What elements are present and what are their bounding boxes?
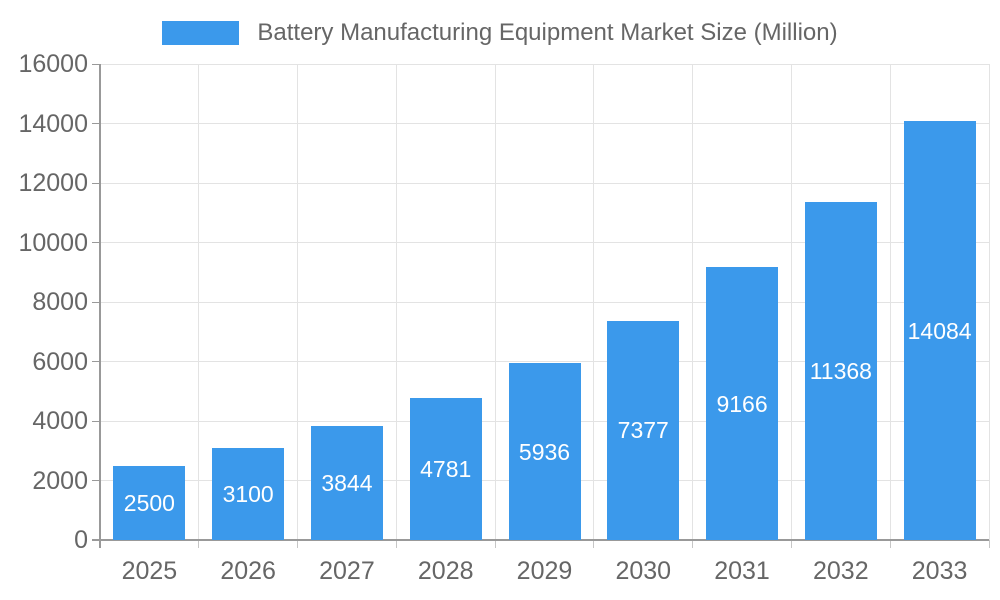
x-axis-tick bbox=[593, 540, 595, 548]
y-axis-tick-label: 12000 bbox=[18, 169, 88, 197]
y-axis-tick-label: 10000 bbox=[18, 228, 88, 257]
x-axis-tick-label: 2032 bbox=[813, 557, 869, 585]
x-axis-line bbox=[92, 539, 989, 541]
x-axis-tick-label: 2025 bbox=[121, 557, 178, 585]
y-gridline bbox=[100, 361, 989, 362]
x-axis-tick-label: 2031 bbox=[714, 557, 770, 585]
y-axis-tick-label: 2000 bbox=[32, 466, 88, 495]
bar-value-label: 14084 bbox=[907, 317, 972, 344]
bar-2026[interactable] bbox=[212, 447, 285, 540]
y-axis-tick-label: 16000 bbox=[18, 50, 88, 78]
y-axis-tick bbox=[92, 301, 100, 303]
x-axis-tick bbox=[297, 540, 299, 548]
x-axis-tick bbox=[692, 540, 694, 548]
bar-2033[interactable] bbox=[903, 121, 976, 540]
bar-value-label: 9166 bbox=[716, 390, 768, 417]
x-axis-tick bbox=[790, 540, 792, 548]
bar-2029[interactable] bbox=[508, 363, 581, 540]
bar-2028[interactable] bbox=[409, 397, 482, 540]
y-axis-tick-label: 14000 bbox=[18, 109, 88, 138]
y-gridline bbox=[100, 182, 989, 184]
legend-swatch bbox=[162, 21, 240, 45]
x-axis-tick bbox=[198, 540, 200, 548]
y-axis-tick-label: 0 bbox=[74, 526, 88, 554]
y-axis-tick bbox=[92, 242, 100, 243]
legend-item[interactable]: Battery Manufacturing Equipment Market S… bbox=[0, 19, 1000, 47]
x-axis-tick-label: 2027 bbox=[319, 557, 375, 585]
x-gridline bbox=[494, 64, 496, 540]
bar-value-label: 2500 bbox=[123, 489, 175, 516]
bar-2030[interactable] bbox=[607, 320, 680, 540]
x-gridline bbox=[988, 64, 990, 540]
x-axis-tick-label: 2026 bbox=[220, 557, 276, 585]
y-gridline bbox=[100, 301, 989, 303]
y-axis-tick bbox=[92, 361, 100, 362]
y-axis-tick-label: 8000 bbox=[32, 288, 88, 316]
x-gridline bbox=[297, 64, 299, 540]
x-gridline bbox=[593, 64, 595, 540]
x-gridline bbox=[889, 64, 891, 540]
x-axis-tick bbox=[988, 540, 990, 548]
bar-value-label: 5936 bbox=[518, 438, 571, 465]
x-gridline bbox=[395, 64, 397, 540]
bar-value-label: 11368 bbox=[809, 357, 872, 384]
y-axis-tick bbox=[92, 480, 100, 481]
y-gridline bbox=[100, 242, 989, 243]
x-axis-tick bbox=[494, 540, 496, 548]
x-gridline bbox=[790, 64, 792, 540]
bar-2025[interactable] bbox=[113, 465, 186, 540]
bar-value-label: 7377 bbox=[617, 417, 669, 444]
bar-2031[interactable] bbox=[706, 267, 779, 540]
y-axis-tick bbox=[92, 63, 100, 65]
x-axis-tick-label: 2030 bbox=[615, 557, 672, 585]
x-axis-tick-label: 2028 bbox=[417, 557, 474, 585]
x-axis-tick-label: 2033 bbox=[911, 557, 968, 585]
legend-label: Battery Manufacturing Equipment Market S… bbox=[257, 19, 838, 46]
bar-value-label: 3844 bbox=[321, 469, 373, 496]
y-axis-tick bbox=[92, 420, 100, 422]
y-axis-line bbox=[99, 64, 101, 548]
bar-2027[interactable] bbox=[310, 425, 383, 540]
x-axis-tick bbox=[889, 540, 891, 548]
y-axis-tick-label: 4000 bbox=[32, 407, 88, 435]
x-gridline bbox=[692, 64, 694, 540]
y-axis-tick-label: 6000 bbox=[32, 347, 88, 376]
y-axis-tick bbox=[92, 123, 100, 124]
bar-2032[interactable] bbox=[804, 201, 877, 540]
x-axis-tick bbox=[395, 540, 397, 548]
y-gridline bbox=[100, 123, 989, 124]
bar-value-label: 4781 bbox=[420, 455, 472, 482]
bar-value-label: 3100 bbox=[222, 480, 274, 507]
y-gridline bbox=[100, 63, 989, 65]
y-axis-tick bbox=[92, 182, 100, 184]
x-axis-tick-label: 2029 bbox=[516, 557, 573, 585]
x-gridline bbox=[198, 64, 200, 540]
